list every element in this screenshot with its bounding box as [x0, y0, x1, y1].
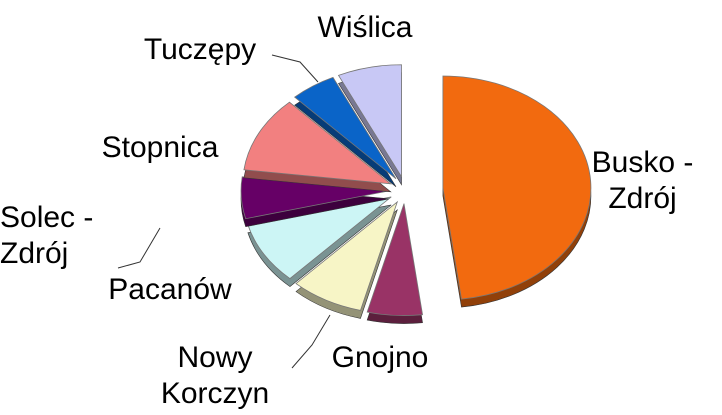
slice: [366, 203, 424, 316]
leader-line: [291, 314, 331, 369]
slice-label: Solec - Zdrój: [0, 201, 94, 270]
slice: [442, 75, 592, 300]
slice-label: Wiślica: [317, 11, 413, 44]
slice-label: Nowy Korczyn: [160, 341, 270, 410]
slice-label: Stopnica: [101, 131, 219, 164]
slice: [240, 176, 390, 220]
slice: [243, 101, 393, 185]
slice: [295, 200, 399, 311]
slice: [294, 76, 397, 180]
slice: [337, 64, 402, 179]
slice-label: Busko - Zdrój: [591, 146, 694, 215]
leader-line: [117, 227, 161, 269]
slice-label: Pacanów: [108, 273, 232, 306]
slice-label: Tuczępy: [143, 33, 257, 66]
slice-label: Gnojno: [331, 341, 429, 374]
leader-line: [271, 54, 319, 83]
